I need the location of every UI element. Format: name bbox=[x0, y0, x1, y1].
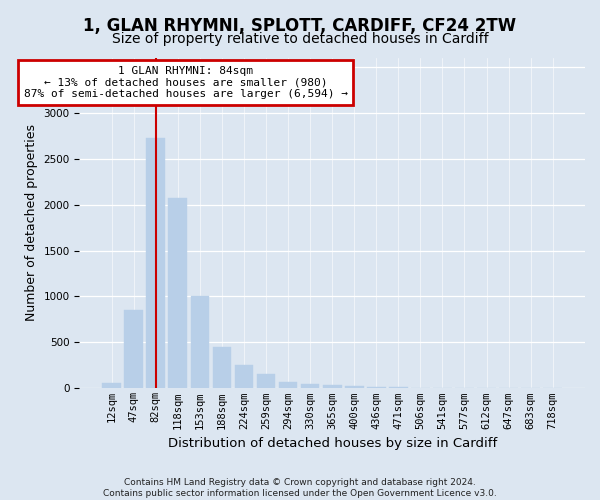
Bar bbox=[279, 382, 298, 388]
Text: Contains HM Land Registry data © Crown copyright and database right 2024.
Contai: Contains HM Land Registry data © Crown c… bbox=[103, 478, 497, 498]
Text: Size of property relative to detached houses in Cardiff: Size of property relative to detached ho… bbox=[112, 32, 488, 46]
Bar bbox=[367, 387, 386, 388]
Bar bbox=[169, 198, 187, 388]
Y-axis label: Number of detached properties: Number of detached properties bbox=[25, 124, 38, 322]
X-axis label: Distribution of detached houses by size in Cardiff: Distribution of detached houses by size … bbox=[167, 437, 497, 450]
Bar bbox=[257, 374, 275, 388]
Bar bbox=[235, 366, 253, 388]
Bar bbox=[191, 296, 209, 388]
Bar bbox=[212, 347, 232, 389]
Text: 1 GLAN RHYMNI: 84sqm
← 13% of detached houses are smaller (980)
87% of semi-deta: 1 GLAN RHYMNI: 84sqm ← 13% of detached h… bbox=[23, 66, 347, 99]
Bar bbox=[323, 384, 341, 388]
Bar bbox=[345, 386, 364, 388]
Bar bbox=[146, 138, 165, 388]
Text: 1, GLAN RHYMNI, SPLOTT, CARDIFF, CF24 2TW: 1, GLAN RHYMNI, SPLOTT, CARDIFF, CF24 2T… bbox=[83, 18, 517, 36]
Bar bbox=[124, 310, 143, 388]
Bar bbox=[301, 384, 319, 388]
Bar bbox=[103, 383, 121, 388]
